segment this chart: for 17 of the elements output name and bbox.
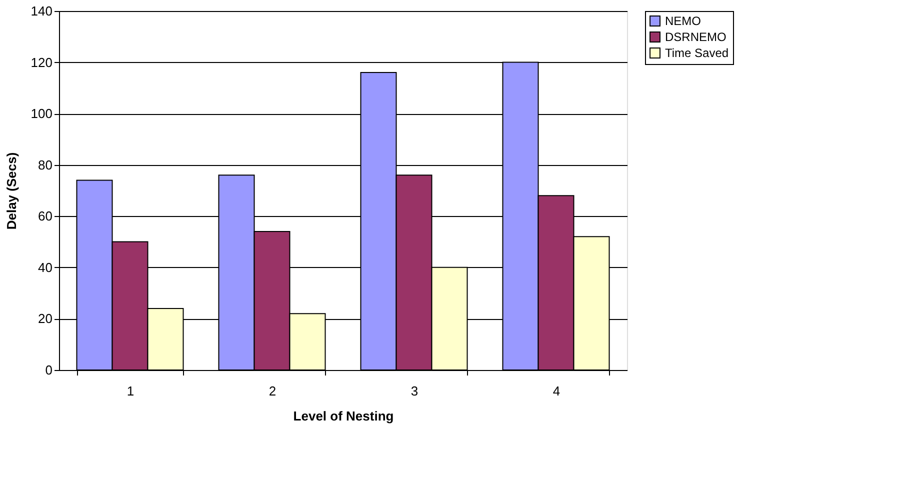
legend-label: NEMO [665,14,701,28]
y-tick-label: 40 [38,260,52,275]
y-tick-label: 100 [30,106,52,122]
y-tick-label: 140 [30,4,52,18]
legend-label: DSRNEMO [665,30,726,44]
y-tick-label: 80 [38,157,52,172]
x-tick-label: 4 [552,384,560,398]
x-tick-label: 3 [410,384,418,398]
x-axis-title: Level of Nesting [293,408,394,424]
y-tick-label: 20 [38,311,52,326]
y-tick-label: 120 [30,54,52,70]
legend-label: Time Saved [665,46,729,60]
y-tick-label: 0 [45,362,52,378]
x-tick-label: 2 [268,384,276,398]
x-tick-label: 1 [126,384,134,398]
y-tick-label: 60 [38,208,52,224]
y-axis-title: Delay (Secs) [4,152,19,230]
